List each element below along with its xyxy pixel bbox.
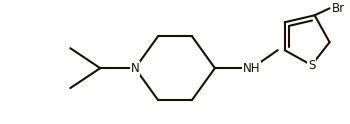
Text: N: N — [131, 62, 140, 75]
Text: S: S — [308, 59, 315, 72]
Text: NH: NH — [243, 62, 260, 75]
Text: Br: Br — [331, 2, 345, 15]
